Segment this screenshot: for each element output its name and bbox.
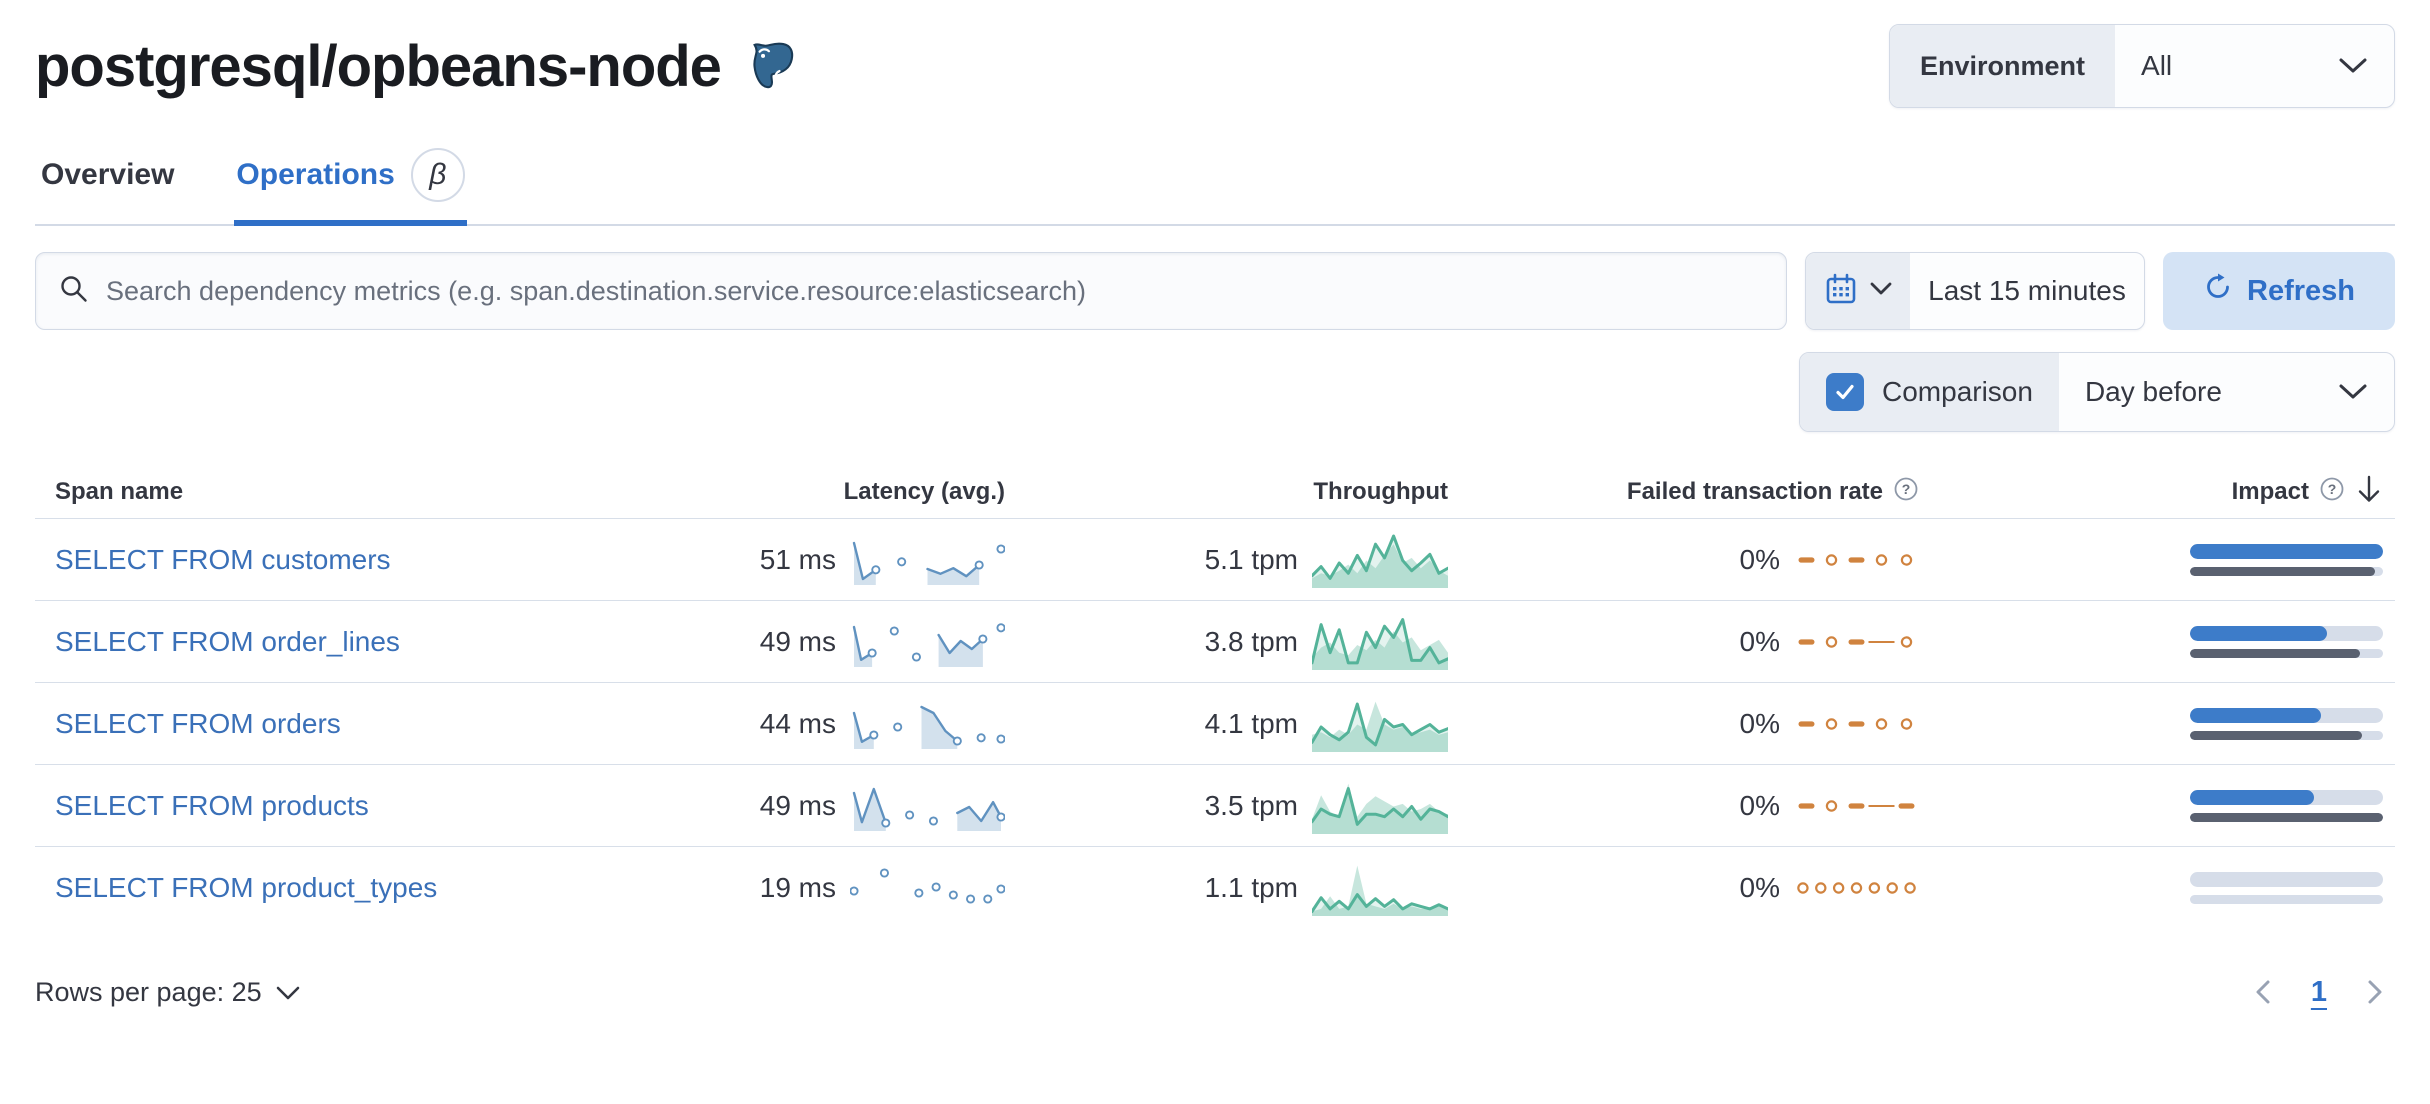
latency-sparkline [850,616,1005,668]
impact-bars [2190,707,2383,740]
svg-text:?: ? [1902,481,1911,497]
table-header-row: Span name Latency (avg.) Throughput Fail… [35,466,2395,518]
latency-sparkline [850,780,1005,832]
impact-bars [2190,789,2383,822]
impact-bars [2190,543,2383,576]
failed-rate-value: 0% [1739,789,1780,821]
comparison-label: Comparison [1882,376,2033,407]
tab-bar: Overview Operations β [35,132,2395,226]
failed-rate-sparkline [1794,713,1919,735]
sort-descending-arrow-icon [2355,474,2383,511]
refresh-icon [2203,272,2233,310]
rows-per-page-selector[interactable]: Rows per page: 25 [35,977,300,1008]
tab-operations[interactable]: Operations β [234,132,467,226]
latency-sparkline [850,534,1005,586]
throughput-value: 4.1 tpm [1204,707,1298,739]
refresh-button[interactable]: Refresh [2163,252,2395,330]
calendar-icon [1824,272,1858,311]
col-header-failed-rate[interactable]: Failed transaction rate ? [1458,476,1933,509]
throughput-sparkline [1312,777,1448,835]
col-header-throughput[interactable]: Throughput [1313,478,1448,505]
failed-rate-value: 0% [1739,543,1780,575]
table-row: SELECT FROM customers 51 ms 5.1 tpm 0% [35,518,2395,600]
time-range-value[interactable]: Last 15 minutes [1928,275,2126,306]
pagination: 1 [2253,976,2395,1009]
span-name-link[interactable]: SELECT FROM products [55,789,369,821]
latency-value: 19 ms [759,871,836,903]
failed-rate-sparkline [1794,877,1919,899]
chevron-down-icon [2338,25,2394,107]
throughput-sparkline [1312,695,1448,753]
latency-sparkline [850,698,1005,750]
throughput-value: 5.1 tpm [1204,543,1298,575]
page-title: postgresql/opbeans-node [35,33,722,99]
failed-rate-value: 0% [1739,707,1780,739]
environment-value: All [2141,50,2173,81]
latency-value: 51 ms [759,543,836,575]
toolbar: Last 15 minutes Refresh [35,252,2395,330]
impact-bars [2190,625,2383,658]
question-circle-icon: ? [1893,476,1919,509]
latency-value: 44 ms [759,707,836,739]
postgresql-elephant-icon [747,39,801,93]
comparison-select-value[interactable]: Day before [2084,376,2222,407]
question-circle-icon: ? [2319,476,2345,509]
datepicker-prepend[interactable] [1806,253,1910,329]
latency-value: 49 ms [759,625,836,657]
throughput-value: 3.8 tpm [1204,625,1298,657]
environment-label: Environment [1890,25,2116,107]
throughput-value: 1.1 tpm [1204,871,1298,903]
col-header-latency[interactable]: Latency (avg.) [843,478,1005,505]
table-row: SELECT FROM orders 44 ms 4.1 tpm 0% [35,682,2395,764]
chevron-down-icon [1870,282,1892,301]
failed-rate-value: 0% [1739,625,1780,657]
failed-rate-sparkline [1794,549,1919,571]
beta-badge: β [410,148,465,202]
chevron-down-icon [276,977,300,1008]
page-header: postgresql/opbeans-node Environment All [35,0,2395,108]
apm-dependency-operations-page: postgresql/opbeans-node Environment All … [35,0,2395,1056]
environment-select[interactable]: Environment All [1889,24,2395,108]
svg-text:?: ? [2328,481,2337,497]
comparison-control: Comparison Day before [1799,352,2395,432]
throughput-sparkline [1312,531,1448,589]
table-row: SELECT FROM order_lines 49 ms 3.8 tpm 0% [35,600,2395,682]
search-input[interactable] [106,275,1764,307]
comparison-checkbox[interactable] [1826,373,1864,411]
failed-rate-value: 0% [1739,871,1780,903]
operations-table: Span name Latency (avg.) Throughput Fail… [35,466,2395,1056]
failed-rate-sparkline [1794,631,1919,653]
throughput-sparkline [1312,613,1448,671]
latency-sparkline [850,862,1005,914]
table-row: SELECT FROM products 49 ms 3.5 tpm 0% [35,764,2395,846]
col-header-span-name[interactable]: Span name [55,478,184,505]
span-name-link[interactable]: SELECT FROM order_lines [55,625,400,657]
next-page-icon[interactable] [2365,978,2385,1006]
latency-value: 49 ms [759,789,836,821]
col-header-impact[interactable]: Impact ? [1933,474,2395,511]
chevron-down-icon [2338,353,2394,431]
throughput-sparkline [1312,859,1448,917]
impact-bars [2190,871,2383,904]
span-name-link[interactable]: SELECT FROM orders [55,707,341,739]
table-row: SELECT FROM product_types 19 ms 1.1 tpm … [35,846,2395,928]
span-name-link[interactable]: SELECT FROM customers [55,543,391,575]
span-name-link[interactable]: SELECT FROM product_types [55,871,438,903]
previous-page-icon[interactable] [2253,978,2273,1006]
tab-overview[interactable]: Overview [41,158,175,191]
search-box[interactable] [35,252,1787,330]
failed-rate-sparkline [1794,795,1919,817]
comparison-prepend: Comparison [1800,353,2059,431]
throughput-value: 3.5 tpm [1204,789,1298,821]
time-range-picker[interactable]: Last 15 minutes [1805,252,2145,330]
page-number-1[interactable]: 1 [2310,975,2327,1008]
comparison-row: Comparison Day before [35,352,2395,432]
table-footer: Rows per page: 25 1 [35,928,2395,1056]
search-icon [58,273,90,310]
